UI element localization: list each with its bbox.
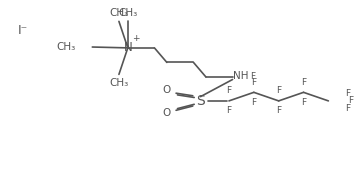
Text: F: F [276, 87, 281, 95]
Text: F: F [276, 106, 281, 115]
Text: F: F [345, 104, 350, 113]
Text: F: F [251, 78, 256, 87]
Text: F: F [251, 72, 256, 81]
Text: F: F [301, 98, 306, 107]
Text: F: F [226, 106, 231, 115]
Text: F: F [226, 87, 231, 95]
Text: CH₃: CH₃ [109, 8, 129, 18]
Text: CH₃: CH₃ [56, 42, 75, 52]
Text: NH: NH [233, 71, 248, 81]
Text: N: N [124, 41, 132, 54]
Text: O: O [162, 108, 170, 118]
Text: F: F [301, 78, 306, 87]
Text: +: + [132, 34, 140, 43]
Text: F: F [251, 98, 256, 107]
Text: CH₃: CH₃ [109, 78, 129, 88]
Text: F: F [348, 96, 353, 105]
Text: I⁻: I⁻ [18, 24, 28, 37]
Text: S: S [196, 94, 205, 108]
Text: CH₃: CH₃ [118, 8, 137, 18]
Text: F: F [345, 89, 350, 98]
Text: O: O [162, 85, 170, 95]
